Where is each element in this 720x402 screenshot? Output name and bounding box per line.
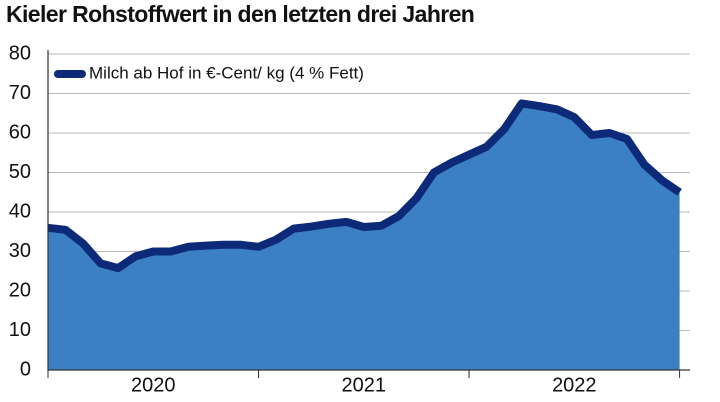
y-tick-label: 0 — [20, 358, 31, 380]
legend: Milch ab Hof in €-Cent/ kg (4 % Fett) — [54, 63, 364, 82]
legend-label: Milch ab Hof in €-Cent/ kg (4 % Fett) — [89, 63, 364, 82]
y-tick-label: 70 — [9, 82, 31, 104]
line — [47, 99, 682, 273]
chart-title: Kieler Rohstoffwert in den letzten drei … — [6, 1, 474, 27]
y-tick-label: 40 — [9, 200, 31, 222]
y-tick-label: 80 — [9, 42, 31, 64]
x-tick-label: 2021 — [342, 374, 387, 396]
axes: 0 10 20 30 40 50 60 70 80 2020 2021 2022 — [9, 42, 690, 396]
y-tick-label: 30 — [9, 240, 31, 262]
area — [48, 103, 680, 371]
y-tick-label: 10 — [9, 319, 31, 341]
y-tick-label: 50 — [9, 161, 31, 183]
x-tick-label: 2022 — [552, 374, 597, 396]
y-tick-label: 60 — [9, 121, 31, 143]
x-tick-label: 2020 — [131, 374, 176, 396]
y-tick-label: 20 — [9, 279, 31, 301]
plot-area — [47, 99, 682, 371]
